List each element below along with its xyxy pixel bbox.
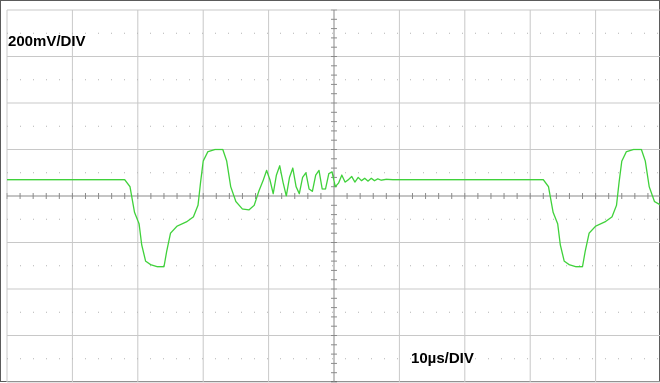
signal-trace xyxy=(7,148,660,268)
horizontal-scale-label: 10µs/DIV xyxy=(411,350,474,367)
graticule xyxy=(6,9,660,383)
vertical-scale-label: 200mV/DIV xyxy=(8,33,86,50)
